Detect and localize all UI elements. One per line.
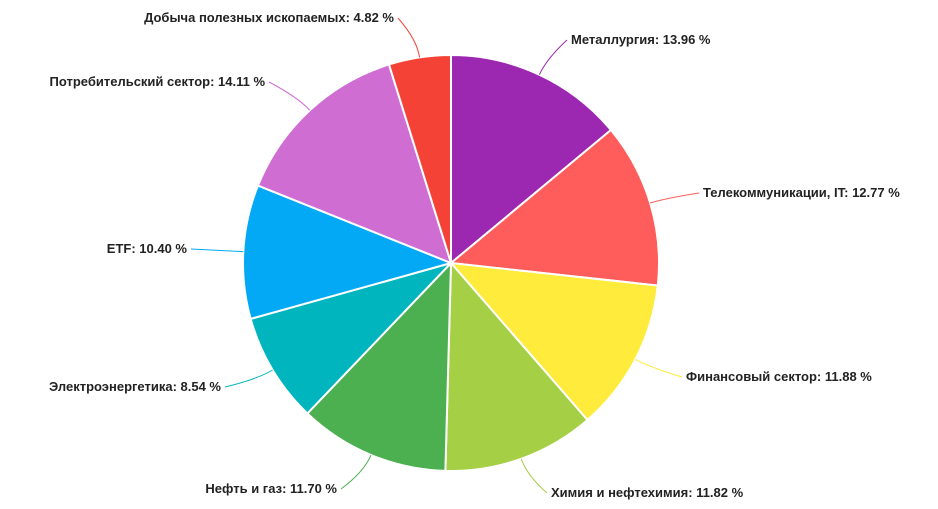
pie-slice [256, 63, 453, 265]
pie-slices [242, 53, 660, 472]
slice-label: Нефть и газ: 11.70 % [205, 481, 337, 496]
pie-slice [448, 128, 660, 287]
pie-slice [242, 184, 455, 321]
leader-line [340, 454, 372, 490]
slice-label: Потребительский сектор: 14.11 % [50, 74, 266, 89]
pie-slice [448, 261, 659, 422]
pie-slice [387, 53, 452, 264]
pie-slice [444, 260, 589, 472]
slice-label: Химия и нефтехимия: 11.82 % [551, 485, 744, 500]
leader-line [635, 358, 683, 378]
slice-label: Финансовый сектор: 11.88 % [686, 369, 872, 384]
leader-lines [190, 17, 700, 494]
leader-line [268, 81, 311, 111]
slice-label: Электроэнергетика: 8.54 % [49, 379, 221, 394]
leader-line [224, 369, 273, 388]
pie-slice [305, 260, 453, 472]
leader-line [538, 39, 568, 75]
pie-slice [249, 261, 455, 415]
slice-labels: Металлургия: 13.96 % Телекоммуникации, IT… [49, 10, 900, 500]
slice-label: Добыча полезных ископаемых: 4.82 % [144, 10, 394, 25]
slice-label: Телекоммуникации, IT: 12.77 % [703, 185, 900, 200]
leader-line [650, 192, 700, 204]
leader-line [397, 17, 421, 58]
leader-line [520, 458, 548, 494]
slice-label: Металлургия: 13.96 % [571, 32, 711, 47]
slice-label: ETF: 10.40 % [107, 241, 188, 256]
pie-slice [450, 53, 613, 266]
leader-line [190, 248, 244, 253]
